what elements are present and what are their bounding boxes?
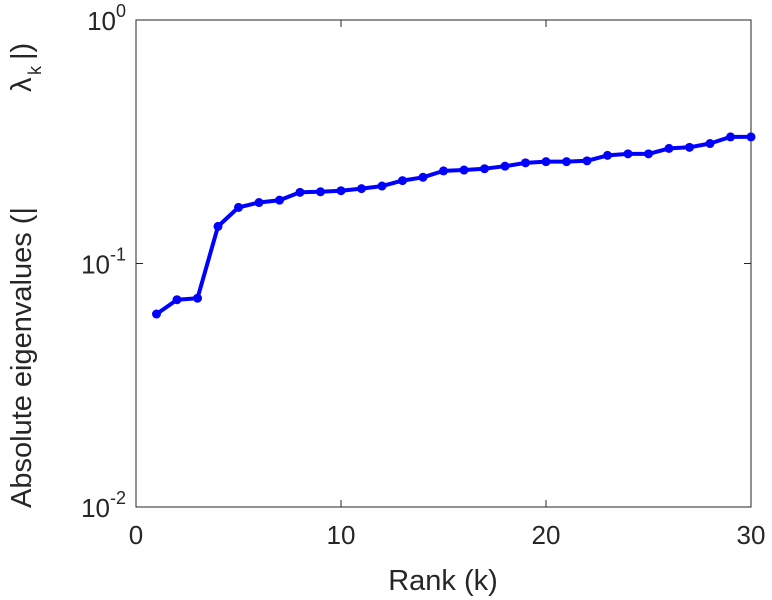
y-tick-label: 10-2 [81, 488, 126, 523]
data-point [398, 176, 407, 186]
y-axis-label-close: |) [6, 43, 38, 60]
data-point [295, 187, 305, 197]
data-point [377, 181, 387, 191]
y-axis-label-subscript: k [25, 65, 45, 75]
data-point [521, 158, 530, 168]
data-point [582, 156, 592, 166]
x-tick-label: 20 [532, 520, 561, 550]
data-point [234, 202, 243, 212]
data-point [500, 161, 510, 171]
data-point [459, 165, 469, 175]
y-tick-base: 10 [81, 493, 110, 523]
data-point [152, 309, 161, 319]
data-point [562, 157, 571, 167]
data-point [316, 187, 325, 197]
x-axis-label: Rank (k) [388, 565, 498, 597]
data-point [336, 186, 346, 196]
data-point [275, 195, 284, 205]
data-point [172, 295, 182, 305]
data-point [705, 139, 715, 149]
data-point [193, 293, 202, 303]
y-tick-exponent: 0 [116, 1, 126, 21]
data-point [726, 132, 735, 142]
axis-ticks [135, 19, 752, 508]
data-point [541, 157, 551, 167]
data-point [439, 166, 448, 176]
y-axis-label-symbol: λ [6, 77, 38, 92]
x-tick-label: 0 [129, 520, 143, 550]
data-point [685, 142, 694, 152]
y-tick-exponent: -1 [110, 245, 126, 265]
data-point [664, 143, 674, 153]
data-point [644, 149, 653, 159]
x-tick-label: 10 [327, 520, 356, 550]
x-tick-labels: 0 10 20 30 [129, 520, 766, 550]
y-tick-label: 10-1 [81, 245, 126, 280]
data-point [623, 149, 633, 159]
data-point [357, 184, 366, 194]
plot-area [135, 19, 752, 508]
y-tick-base: 10 [81, 250, 110, 280]
data-point [418, 172, 428, 182]
y-tick-label: 100 [87, 1, 126, 36]
data-point [746, 132, 756, 142]
y-tick-exponent: -2 [110, 488, 126, 508]
data-point [480, 164, 489, 174]
series-markers [152, 132, 756, 319]
data-point [213, 221, 223, 231]
y-tick-base: 10 [87, 6, 116, 36]
data-point [603, 150, 612, 160]
y-axis-label: Absolute eigenvalues (| [6, 207, 38, 508]
data-point [254, 198, 264, 208]
x-tick-label: 30 [737, 520, 766, 550]
